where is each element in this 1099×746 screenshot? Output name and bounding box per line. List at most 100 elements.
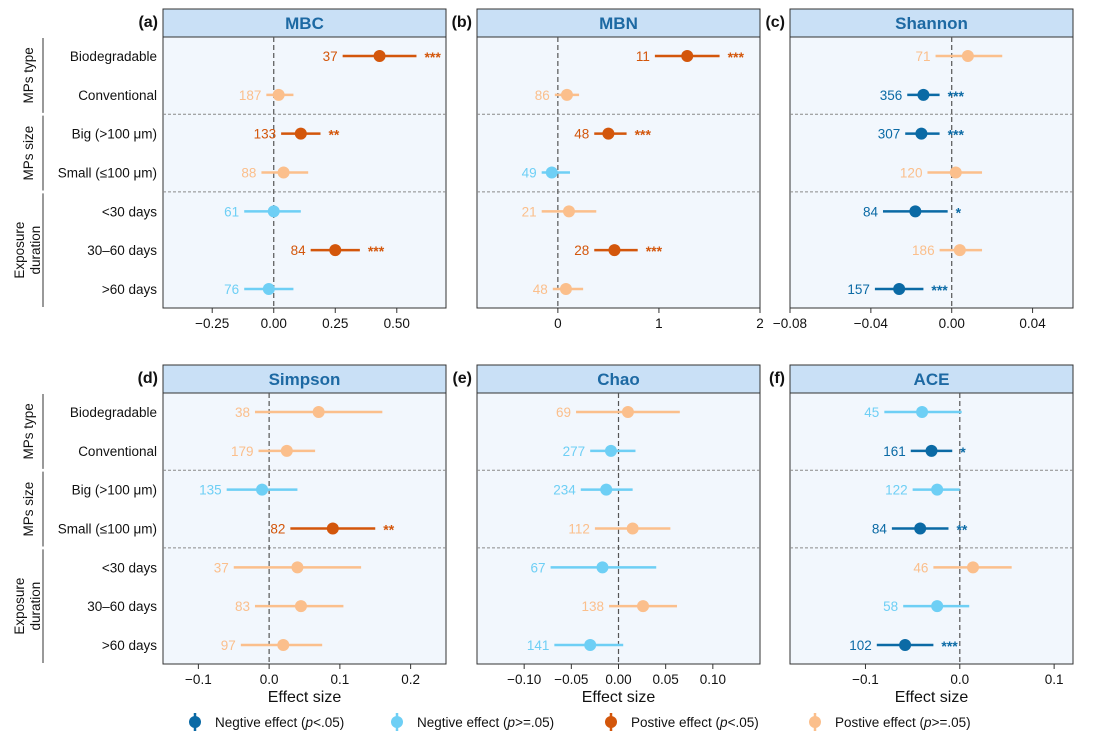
panel-title: Simpson xyxy=(269,370,341,389)
sample-size-label: 120 xyxy=(900,166,923,181)
plot-area xyxy=(476,36,761,309)
estimate-row: 307 *** xyxy=(878,127,965,143)
group-label-line: Exposure xyxy=(12,578,27,635)
estimate-row: 187 xyxy=(239,88,294,103)
estimate-row: 277 xyxy=(563,444,636,459)
effect-point xyxy=(256,483,269,496)
sample-size-label: 179 xyxy=(231,444,254,459)
sample-size-label: 48 xyxy=(533,282,548,297)
x-axis-title: Effect size xyxy=(582,689,656,706)
legend-label-p: p xyxy=(923,715,932,730)
legend-key-point xyxy=(605,716,617,728)
panel-simpson: Simpson (d) −0.1 0.0 0.1 0.2 38 179 135 82 ** 37 83 9… xyxy=(12,364,447,706)
estimate-row: 112 xyxy=(568,522,671,537)
sample-size-label: 157 xyxy=(847,282,870,297)
x-tick-label: −0.08 xyxy=(773,316,807,331)
effect-point xyxy=(277,166,290,179)
x-tick-label: 0.1 xyxy=(1045,672,1064,687)
panel-title: MBC xyxy=(285,14,324,33)
row-label: >60 days xyxy=(102,282,157,297)
group-label: MPs type xyxy=(21,47,36,103)
x-tick-label: 0.0 xyxy=(260,672,279,687)
legend-label: Negtive effect (p>=.05) xyxy=(417,715,554,730)
estimate-row: 84 ** xyxy=(872,522,968,538)
sample-size-label: 48 xyxy=(574,127,589,142)
effect-point xyxy=(294,127,307,140)
estimate-row: 157 *** xyxy=(847,282,948,298)
effect-point xyxy=(602,127,615,140)
legend-label-text: <.05) xyxy=(728,715,759,730)
sample-size-label: 84 xyxy=(863,204,879,219)
significance-label: * xyxy=(960,444,966,460)
group-label-line: duration xyxy=(28,226,43,275)
estimate-row: 58 xyxy=(883,599,970,614)
legend-label: Negtive effect (p<.05) xyxy=(215,715,344,730)
effect-point xyxy=(562,205,575,218)
legend-label-text: >=.05) xyxy=(932,715,971,730)
sample-size-label: 37 xyxy=(323,49,338,64)
group-label: MPs type xyxy=(21,403,36,459)
sample-size-label: 82 xyxy=(270,522,285,537)
legend-label-text: <.05) xyxy=(313,715,344,730)
sample-size-label: 122 xyxy=(885,483,908,498)
effect-point xyxy=(931,600,944,613)
legend-label-text: Negtive effect ( xyxy=(215,715,306,730)
significance-label: ** xyxy=(956,522,967,538)
panel-shannon: Shannon (c) −0.08 −0.04 0.00 0.04 71 356 *** 307 *… xyxy=(765,8,1074,331)
estimate-row: 37 *** xyxy=(323,49,442,65)
effect-point xyxy=(681,50,694,62)
row-label: Big (>100 μm) xyxy=(72,483,157,498)
significance-label: *** xyxy=(931,282,948,298)
legend-label-text: Postive effect ( xyxy=(835,715,925,730)
legend-label: Postive effect (p<.05) xyxy=(631,715,759,730)
legend: Negtive effect (p<.05) Negtive effect (p>… xyxy=(189,713,971,731)
effect-point xyxy=(545,166,558,179)
estimate-row: 120 xyxy=(900,166,983,181)
sample-size-label: 69 xyxy=(556,405,571,420)
x-tick-label: 0.00 xyxy=(605,672,631,687)
legend-key-point xyxy=(391,716,403,728)
row-label: <30 days xyxy=(102,204,157,219)
sample-size-label: 234 xyxy=(553,483,576,498)
legend-label-p: p xyxy=(507,715,516,730)
sample-size-label: 88 xyxy=(241,166,256,181)
legend-label-text: Postive effect ( xyxy=(631,715,721,730)
sample-size-label: 277 xyxy=(563,444,586,459)
effect-point xyxy=(917,88,930,101)
effect-point xyxy=(291,561,304,574)
sample-size-label: 102 xyxy=(849,638,872,653)
sample-size-label: 356 xyxy=(880,88,903,103)
group-label: Exposureduration xyxy=(12,578,43,635)
x-axis-title: Effect size xyxy=(268,689,342,706)
panel-title: Chao xyxy=(597,370,640,389)
x-tick-label: 0.50 xyxy=(384,316,410,331)
sample-size-label: 37 xyxy=(214,560,229,575)
effect-point xyxy=(637,600,650,613)
estimate-row: 67 xyxy=(531,560,657,575)
significance-label: ** xyxy=(383,522,394,538)
sample-size-label: 161 xyxy=(883,444,906,459)
row-label: >60 days xyxy=(102,638,157,653)
effect-point xyxy=(373,50,386,62)
effect-point xyxy=(915,127,928,140)
effect-point xyxy=(329,244,342,257)
panel-strip xyxy=(162,364,447,394)
sample-size-label: 71 xyxy=(916,49,931,64)
panel-tag: (b) xyxy=(452,14,472,31)
effect-point xyxy=(280,444,293,457)
legend-label-text: Negtive effect ( xyxy=(417,715,508,730)
legend-key-point xyxy=(809,716,821,728)
estimate-row: 102 *** xyxy=(849,638,958,654)
sample-size-label: 61 xyxy=(224,204,239,219)
sample-size-label: 21 xyxy=(522,204,537,219)
estimate-row: 71 xyxy=(916,49,1003,64)
effect-point xyxy=(893,283,906,295)
sample-size-label: 67 xyxy=(531,560,546,575)
sample-size-label: 84 xyxy=(872,522,888,537)
legend-label-p: p xyxy=(305,715,314,730)
x-tick-label: 0.05 xyxy=(653,672,679,687)
effect-point xyxy=(277,639,290,651)
estimate-row: 88 xyxy=(241,166,309,181)
estimate-row: 356 *** xyxy=(880,88,965,104)
sample-size-label: 83 xyxy=(235,599,250,614)
